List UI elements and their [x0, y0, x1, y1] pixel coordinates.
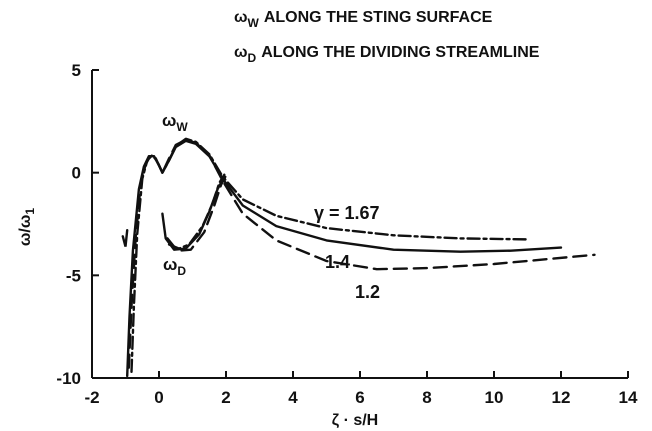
series-annotations: γ = 1.67 1.4 1.2 ωW ωD: [162, 111, 380, 302]
legend-wall-symbol: ω: [234, 9, 248, 26]
series-2: [127, 138, 596, 369]
legend-wall-text: ALONG THE STING SURFACE: [264, 9, 493, 26]
legend-line-dividing: ωD ALONG THE DIVIDING STREAMLINE: [234, 44, 540, 65]
legend-dividing-symbol: ω: [234, 44, 248, 61]
label-gamma-167: γ = 1.67: [314, 203, 380, 223]
chart-legend-text: ωW ALONG THE STING SURFACE ωD ALONG THE DI…: [234, 9, 540, 65]
y-axis-label: ω/ω1: [17, 208, 37, 246]
legend-wall-subscript: W: [248, 16, 260, 30]
label-omega-d-symbol: ω: [163, 255, 177, 274]
label-omega-d-sub: D: [177, 264, 186, 278]
y-tick-label: 0: [72, 164, 81, 183]
label-omega-d: ωD: [163, 255, 186, 278]
x-axis-label: ζ · s/H: [332, 412, 378, 429]
y-tick-label: -5: [66, 266, 81, 285]
label-omega-w-symbol: ω: [162, 111, 176, 130]
axes: -2 0 2 4 6 8 10 12 14 5 0 -5 -10: [56, 61, 638, 407]
y-axis-num: ω: [17, 233, 34, 247]
x-tick-label: 14: [619, 388, 638, 407]
legend-dividing-subscript: D: [248, 51, 257, 65]
y-axis-title: ω/ω1: [17, 208, 37, 246]
legend-line-wall: ωW ALONG THE STING SURFACE: [234, 9, 493, 30]
x-tick-label: -2: [84, 388, 99, 407]
legend-dividing-text: ALONG THE DIVIDING STREAMLINE: [261, 44, 540, 61]
label-gamma-14: 1.4: [325, 252, 350, 272]
y-axis-slash: /: [17, 228, 34, 233]
x-tick-label: 4: [288, 388, 298, 407]
label-omega-w: ωW: [162, 111, 188, 134]
x-tick-label: 2: [221, 388, 230, 407]
y-axis-den: ω: [17, 215, 34, 229]
label-gamma-12: 1.2: [355, 282, 380, 302]
x-tick-label: 10: [485, 388, 504, 407]
near-axis-tick-curve: [121, 229, 129, 247]
series-2-wall-curve: [127, 138, 596, 369]
y-tick-label: 5: [72, 61, 81, 80]
x-tick-label: 8: [422, 388, 431, 407]
curves: [121, 137, 596, 378]
y-tick-label: -10: [56, 369, 81, 388]
label-omega-w-sub: W: [176, 120, 188, 134]
series-1-dividing-curve: [161, 175, 226, 251]
x-tick-label: 6: [355, 388, 364, 407]
x-tick-label: 12: [552, 388, 571, 407]
series-2-dividing-curve: [166, 175, 227, 252]
x-tick-label: 0: [154, 388, 163, 407]
y-axis-den-sub: 1: [23, 208, 37, 215]
